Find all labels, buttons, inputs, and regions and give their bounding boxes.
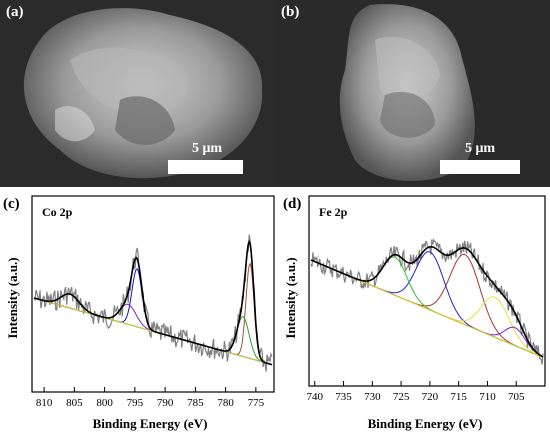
envelope-c xyxy=(33,239,273,366)
x-tick-label-c-7: 775 xyxy=(248,397,265,409)
sem-texture-a xyxy=(0,0,275,187)
x-tick-label-c-4: 790 xyxy=(157,397,174,409)
y-axis-label-d: Intensity (a.u.) xyxy=(283,257,298,338)
xps-chart-co2p: Co 2p 810 805 800 795 790 785 780 775 Binding E… xyxy=(0,188,275,433)
sem-image-a: (a) 5 μm xyxy=(0,0,275,187)
x-tick-label-c-3: 795 xyxy=(127,397,144,409)
fit-peak-c-2 xyxy=(33,268,273,366)
scalebar-b xyxy=(440,160,520,174)
plot-frame-c xyxy=(31,195,275,393)
sem-image-b: (b) 5 μm xyxy=(275,0,550,187)
x-axis-label-c: Binding Energy (eV) xyxy=(93,416,208,431)
xps-chart-fe2p: Fe 2p 740 735 730 725 720 715 710 705 Binding E… xyxy=(275,188,550,433)
panel-label-c: (c) xyxy=(3,196,20,212)
x-tick-label-c-2: 800 xyxy=(96,397,113,409)
x-tick-label-d-1: 735 xyxy=(335,391,352,403)
element-label-d: Fe 2p xyxy=(319,205,348,219)
x-tick-label-d-6: 710 xyxy=(479,391,496,403)
x-tick-label-d-2: 730 xyxy=(364,391,381,403)
fit-curves-d xyxy=(310,238,544,365)
scalebar-label-b: 5 μm xyxy=(465,141,496,156)
x-tick-label-c-5: 785 xyxy=(187,397,204,409)
panel-label-a: (a) xyxy=(6,4,24,20)
panel-label-d: (d) xyxy=(283,196,302,212)
x-tick-label-c-6: 780 xyxy=(217,397,234,409)
x-tick-label-c-0: 810 xyxy=(36,397,53,409)
xps-svg-c: Co 2p 810 805 800 795 790 785 780 775 Binding E… xyxy=(5,195,275,431)
envelope-d xyxy=(310,246,544,358)
scalebar-a xyxy=(168,160,243,174)
x-tick-label-d-5: 715 xyxy=(450,391,467,403)
scalebar-label-a: 5 μm xyxy=(192,141,223,156)
x-axis-label-d: Binding Energy (eV) xyxy=(368,416,483,431)
x-tick-label-d-0: 740 xyxy=(307,391,324,403)
x-tick-label-d-7: 705 xyxy=(508,391,525,403)
x-tick-label-d-4: 720 xyxy=(422,391,439,403)
x-ticks-c: 810 805 800 795 790 785 780 775 xyxy=(36,387,265,409)
y-axis-label-c: Intensity (a.u.) xyxy=(5,257,20,338)
plot-frame-d xyxy=(308,195,546,387)
x-tick-label-c-1: 805 xyxy=(66,397,83,409)
element-label-c: Co 2p xyxy=(42,205,73,219)
panel-label-b: (b) xyxy=(281,4,300,20)
x-tick-label-d-3: 725 xyxy=(393,391,410,403)
raw-spectrum-d xyxy=(310,238,544,365)
fit-peak-c-0 xyxy=(33,262,273,366)
xps-svg-d: Fe 2p 740 735 730 725 720 715 710 705 Binding E… xyxy=(283,195,546,431)
raw-spectrum-c xyxy=(33,234,273,372)
fit-curves-c xyxy=(33,234,273,372)
x-ticks-d: 740 735 730 725 720 715 710 705 xyxy=(307,381,525,403)
sem-texture-b xyxy=(275,0,550,187)
